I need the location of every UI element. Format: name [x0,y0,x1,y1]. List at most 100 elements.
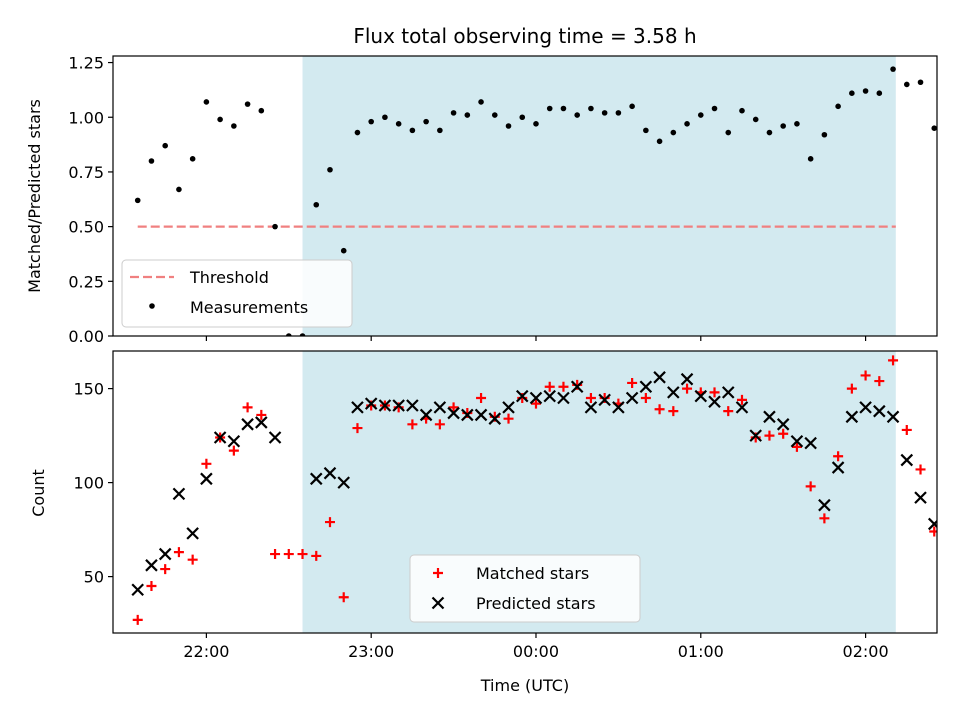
predicted-star-point [914,491,927,504]
measurement-point [794,121,800,127]
matched-star-point [915,464,926,475]
y-tick-label: 0.25 [68,272,104,291]
predicted-star-point [419,408,433,422]
matched-star-point [503,413,514,424]
predicted-star-point [488,412,502,425]
measurement-point [505,123,512,129]
measurement-point [697,112,704,118]
predicted-star-point [557,391,570,405]
measurement-point [464,112,471,118]
measurement-point [876,90,883,96]
measurement-point [134,197,141,204]
predicted-star-point [213,431,227,444]
matched-star-point [256,409,267,420]
matched-star-point [270,549,281,560]
predicted-star-point [653,371,666,384]
predicted-star-point [763,410,776,424]
legend-box [409,554,641,623]
predicted-star-point [378,399,392,412]
predicted-star-point [831,461,845,474]
matched-star-point [709,387,720,398]
matched-star-point [764,430,775,441]
legend-predicted-swatch [431,596,445,610]
matched-star-point [242,402,253,413]
matched-star-point [476,393,487,403]
predicted-star-point [639,380,653,393]
measurement-point [272,223,278,230]
matched-star-point [324,517,335,528]
measurement-point [601,110,608,116]
predicted-star-point [886,410,900,424]
y-tick-label: 100 [73,474,104,493]
predicted-star-point [186,527,199,540]
predicted-star-point [200,472,213,486]
top-panel: 0.00 0.25 0.50 0.75 1.00 1.25 Threshold Measure… [68,54,951,346]
predicted-star-point [749,429,762,442]
matched-star-point [778,428,789,439]
predicted-star-point [790,434,804,448]
y-tick-label: 0.50 [68,218,104,237]
measurement-point [299,333,306,336]
matched-star-point [874,376,885,387]
axes-frame [112,55,938,337]
measurement-point [395,121,402,127]
legend-predicted-label: Predicted stars [476,594,596,613]
predicted-star-point [543,389,556,403]
matched-star-point [805,481,816,492]
matched-star-point [544,381,555,392]
measurement-point [629,103,635,110]
matched-star-point [132,614,143,625]
bottom-ylabel: Count [29,469,48,517]
measurement-point [340,247,347,254]
matched-star-point [283,549,294,560]
matched-star-point [682,383,693,394]
legend-measurement-label: Measurements [190,298,308,317]
matched-star-point [352,423,363,434]
matched-star-point [668,406,679,417]
predicted-star-point [406,399,419,412]
measurement-point [162,142,168,149]
matched-star-point [160,564,171,575]
measurement-point [890,66,896,72]
matched-star-point [654,404,665,415]
predicted-star-point [145,559,158,572]
matched-star-point [901,424,912,435]
predicted-star-point [859,401,872,414]
predicted-star-point [598,393,611,407]
y-tick-label: 1.00 [68,108,104,127]
matched-star-point [338,592,349,603]
x-tick-label: 00:00 [513,642,559,661]
measurement-point [917,79,924,86]
matched-star-point [530,398,541,409]
predicted-star-point [570,380,584,393]
predicted-star-point [227,434,241,448]
predicted-star-point [474,408,488,422]
measurement-point [519,114,526,121]
y-tick-label: 150 [73,380,104,399]
matched-star-point [407,419,418,430]
y-tick-label: 0.75 [68,163,104,182]
measurement-point [752,116,759,123]
predicted-star-point [694,389,708,403]
measurement-point [903,81,910,88]
predicted-star-point [735,401,749,414]
measurement-point [945,187,951,193]
measurement-point [437,127,443,134]
measurement-point [382,114,388,121]
legend-threshold-label: Threshold [189,268,269,287]
matched-star-point [888,355,899,366]
matched-star-point [173,547,184,558]
measurement-point [423,118,429,125]
y-tick-label: 50 [84,568,104,587]
matched-star-point [228,445,239,456]
matched-star-point [585,393,596,403]
predicted-star-point [776,418,790,431]
predicted-star-point [433,401,447,414]
legend-box [121,259,353,328]
observing-span [302,56,896,336]
measurement-point [327,166,333,173]
markers-group [134,66,951,336]
predicted-star-point [818,498,831,512]
measurement-point [862,88,869,94]
measurement-point [670,129,677,136]
